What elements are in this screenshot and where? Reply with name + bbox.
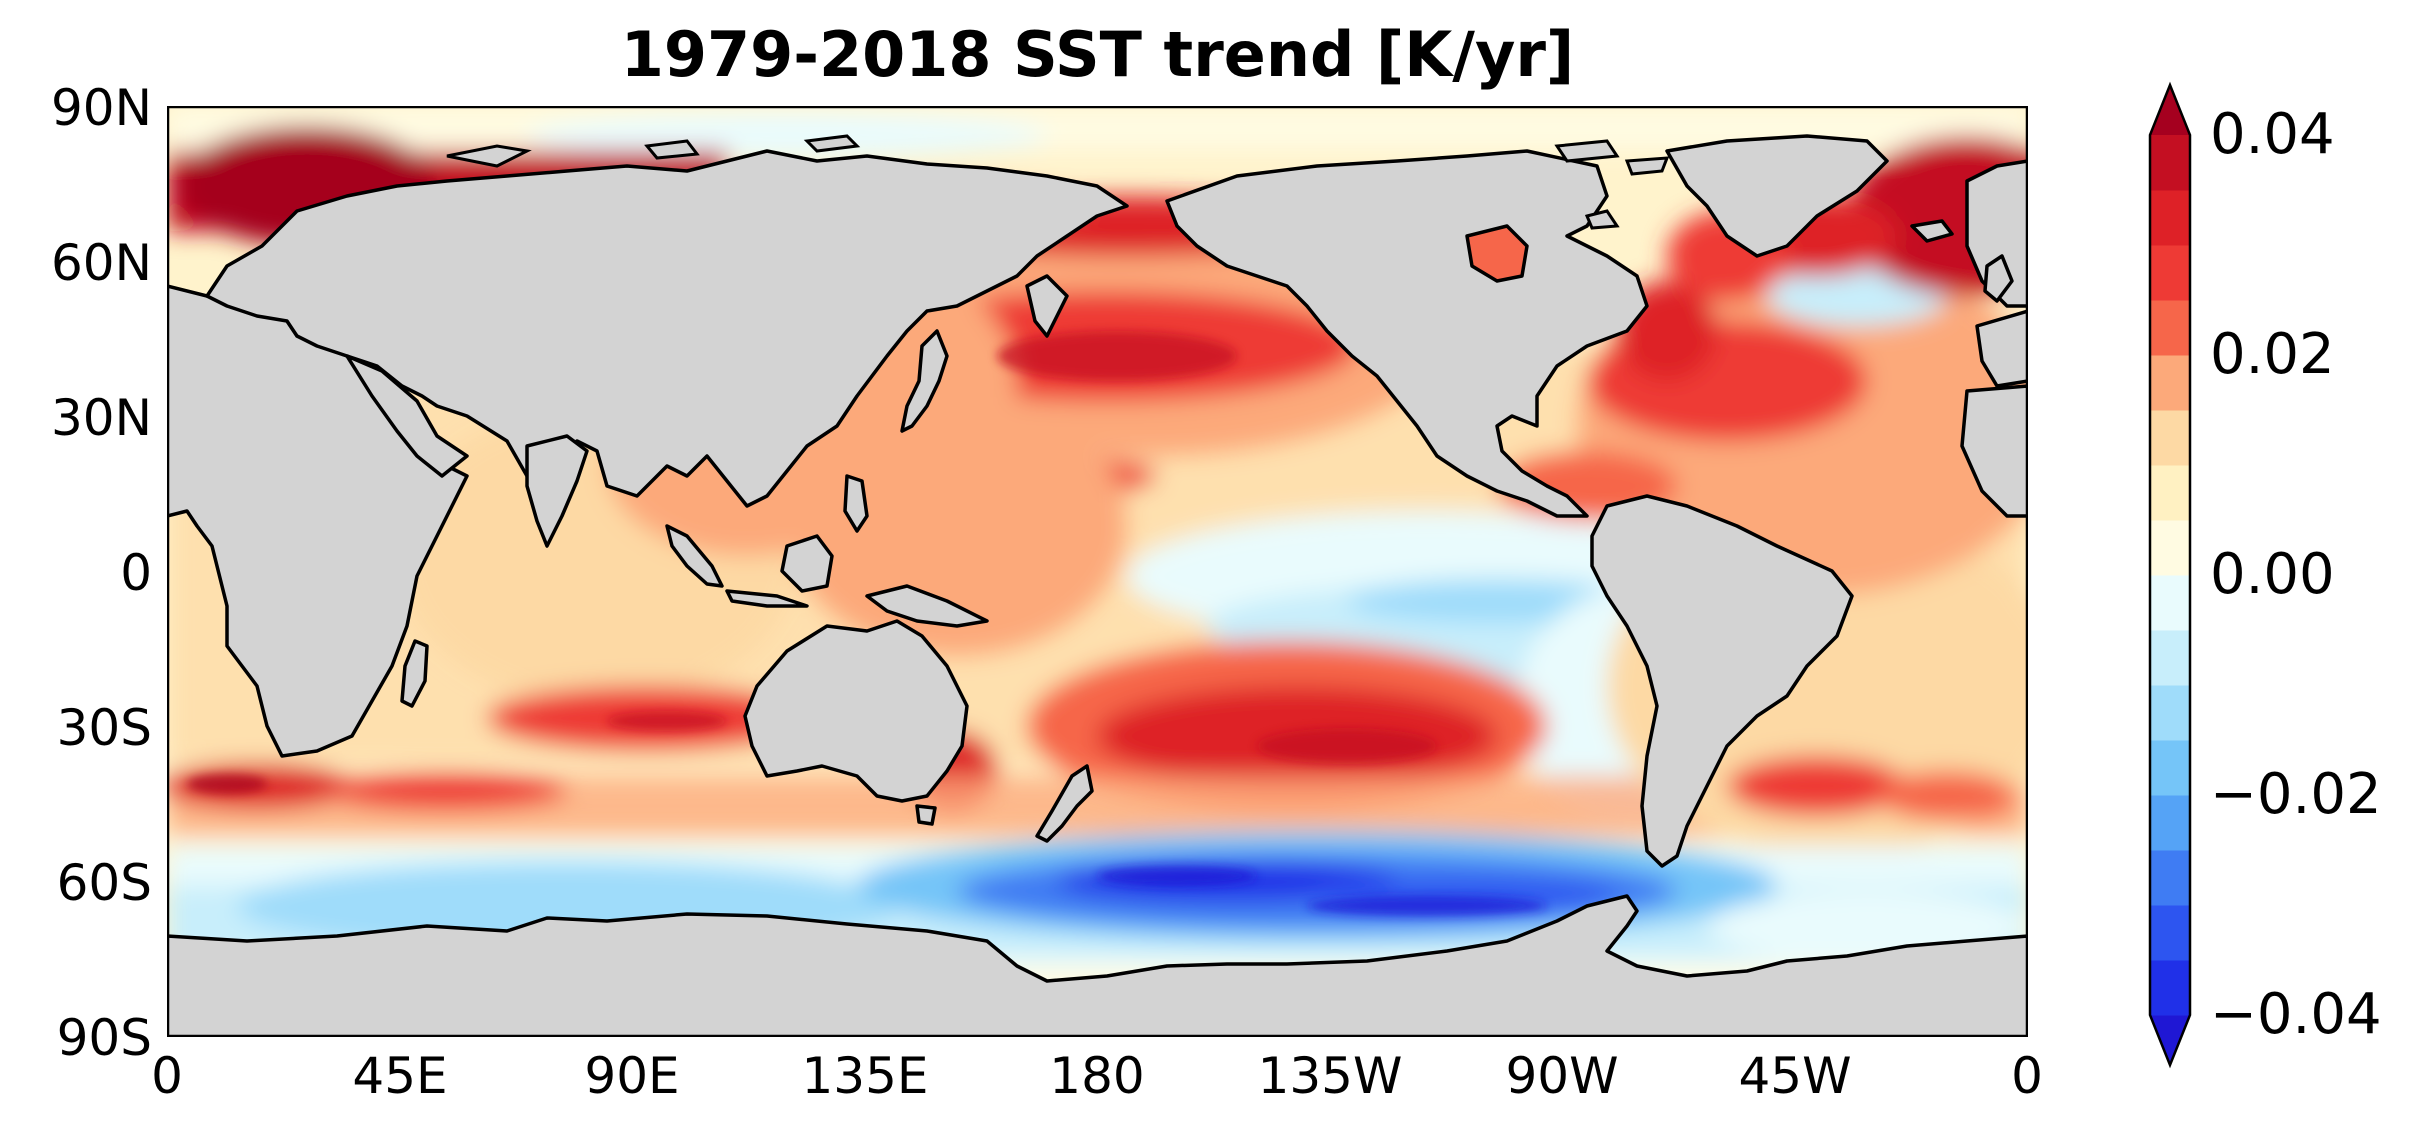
colorbar-segment	[2150, 795, 2190, 851]
colorbar-tick-0.02: 0.02	[2210, 322, 2335, 387]
x-tick-0-left: 0	[151, 1047, 183, 1105]
land-borneo	[780, 534, 834, 593]
colorbar-segment	[2150, 960, 2190, 1016]
land-iceland	[1910, 219, 1954, 243]
y-tick-60n: 60N	[50, 234, 152, 292]
land-eurasia	[205, 149, 1129, 508]
land-antarctica	[167, 894, 2028, 1037]
land-arabia	[345, 354, 469, 478]
colorbar-extend-max	[2150, 85, 2190, 135]
land-sumatra	[665, 524, 724, 588]
colorbar-segment	[2150, 465, 2190, 521]
land-india	[525, 434, 589, 548]
x-tick-90e: 90E	[584, 1047, 680, 1105]
land-greenland	[1665, 134, 1889, 258]
colorbar-tick-neg0.02: −0.02	[2210, 762, 2382, 827]
land-scandinavia	[1965, 159, 2028, 308]
colorbar	[2148, 81, 2192, 1069]
x-tick-135w: 135W	[1257, 1047, 1403, 1105]
land-java	[725, 589, 809, 608]
colorbar-segment	[2150, 850, 2190, 906]
land-north-america	[1165, 149, 1649, 518]
colorbar-tick-0.00: 0.00	[2210, 542, 2335, 607]
land-kamchatka	[1025, 274, 1069, 338]
colorbar-tick-neg0.04: −0.04	[2210, 982, 2382, 1047]
sst-speckle	[187, 331, 1547, 916]
sst-trend-map	[167, 106, 2028, 1037]
y-tick-0: 0	[120, 544, 152, 602]
y-tick-90s: 90S	[56, 1009, 152, 1067]
colorbar-segment	[2150, 190, 2190, 246]
x-tick-45e: 45E	[352, 1047, 448, 1105]
map-title: 1979-2018 SST trend [K/yr]	[620, 18, 1575, 91]
x-tick-45w: 45W	[1738, 1047, 1852, 1105]
colorbar-segment	[2150, 355, 2190, 411]
y-tick-60s: 60S	[56, 854, 152, 912]
colorbar-segment	[2150, 630, 2190, 686]
colorbar-segment	[2150, 520, 2190, 576]
y-tick-90n: 90N	[50, 79, 152, 137]
colorbar-segment	[2150, 685, 2190, 741]
colorbar-tick-0.04: 0.04	[2210, 102, 2335, 167]
x-tick-180: 180	[1049, 1047, 1145, 1105]
colorbar-segment	[2150, 245, 2190, 301]
colorbar-segment	[2150, 410, 2190, 466]
hudson-bay	[1465, 224, 1529, 283]
land-uk	[1983, 254, 2014, 303]
land-masses	[167, 134, 2028, 1037]
x-tick-135e: 135E	[801, 1047, 929, 1105]
land-madagascar	[400, 639, 429, 708]
land-new-zealand	[1035, 764, 1094, 843]
land-tasmania	[915, 804, 937, 826]
y-tick-30s: 30S	[56, 699, 152, 757]
land-australia	[743, 619, 969, 803]
x-tick-90w: 90W	[1505, 1047, 1619, 1105]
map-frame-border	[167, 106, 2028, 1037]
land-west-europe	[1975, 309, 2028, 388]
y-tick-30n: 30N	[50, 389, 152, 447]
x-tick-0-right: 0	[2011, 1047, 2043, 1105]
land-new-guinea	[865, 584, 989, 628]
arctic-islands	[446, 134, 1670, 230]
land-japan	[900, 329, 949, 433]
colorbar-extend-min	[2150, 1015, 2190, 1065]
colorbar-segment	[2150, 905, 2190, 961]
land-philippines	[843, 474, 869, 533]
colorbar-segment	[2150, 740, 2190, 796]
colorbar-segment	[2150, 575, 2190, 631]
land-west-africa	[1960, 384, 2028, 518]
land-south-america	[1590, 494, 1854, 868]
colorbar-segment	[2150, 135, 2190, 191]
colorbar-outline	[2148, 81, 2192, 1069]
colorbar-segment	[2150, 300, 2190, 356]
